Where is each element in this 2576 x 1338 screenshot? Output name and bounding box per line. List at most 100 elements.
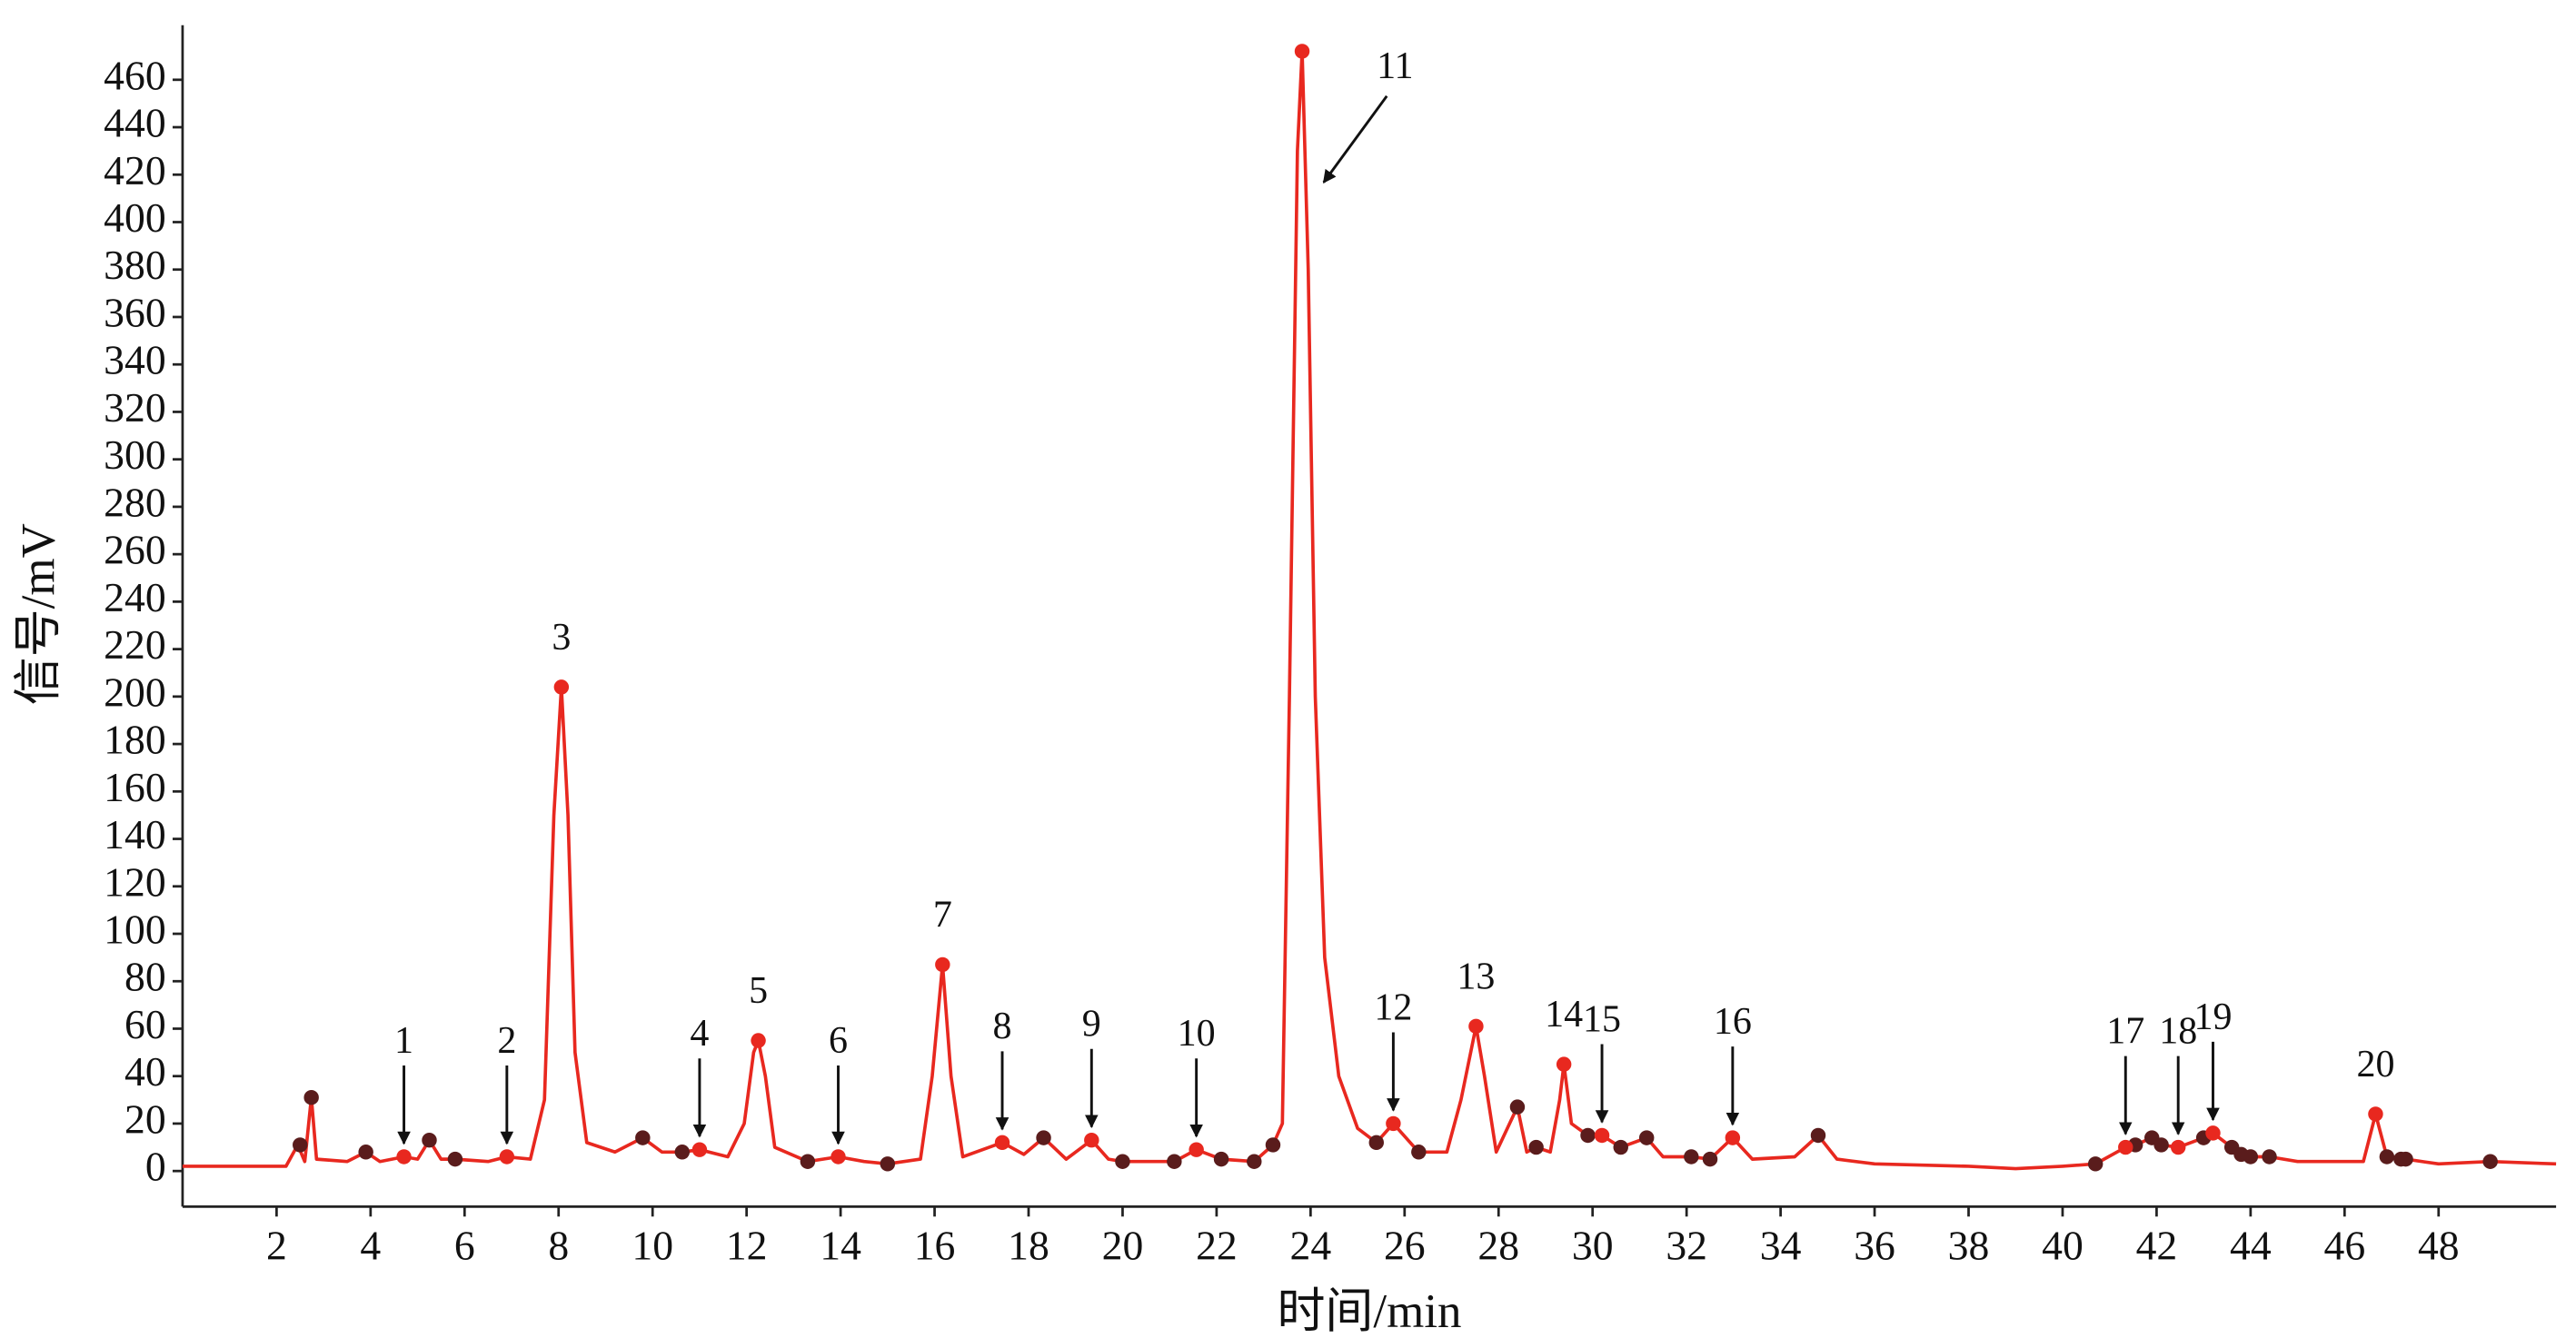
peak-label: 5 [749, 970, 768, 1012]
y-tick-label: 220 [104, 621, 165, 668]
peak-marker [1115, 1154, 1130, 1169]
peak-marker [422, 1132, 437, 1148]
y-tick-label: 340 [104, 337, 165, 383]
peak-marker [1167, 1154, 1182, 1169]
peak-label: 6 [829, 1020, 848, 1062]
peak-label: 17 [2106, 1010, 2144, 1052]
y-tick-label: 200 [104, 669, 165, 715]
peak-label: 2 [497, 1020, 516, 1062]
y-tick-label: 180 [104, 717, 165, 763]
annotated-peak-marker [396, 1149, 412, 1165]
peak-label: 13 [1457, 956, 1495, 997]
peak-marker [303, 1089, 319, 1105]
peak-label: 18 [2159, 1010, 2197, 1052]
annotated-peak-marker [1594, 1127, 1610, 1144]
annotated-peak-marker [1084, 1132, 1099, 1148]
y-tick-label: 360 [104, 289, 165, 335]
peak-marker [1580, 1127, 1596, 1144]
x-tick-label: 6 [454, 1222, 475, 1268]
annotated-peak-marker [499, 1149, 515, 1165]
y-tick-label: 120 [104, 858, 165, 905]
annotated-peak-marker [1468, 1018, 1484, 1035]
annotated-peak-marker [830, 1149, 846, 1165]
x-tick-label: 28 [1477, 1222, 1519, 1268]
peak-marker [1036, 1130, 1051, 1145]
peak-marker [1638, 1130, 1655, 1145]
y-axis-title: 信号/mV [13, 523, 65, 705]
peak-label: 8 [993, 1006, 1012, 1047]
peak-marker [447, 1151, 463, 1167]
peak-label: 4 [690, 1013, 709, 1055]
peak-marker [358, 1145, 373, 1160]
x-tick-label: 30 [1572, 1222, 1614, 1268]
x-tick-label: 46 [2323, 1222, 2365, 1268]
y-tick-label: 80 [124, 954, 166, 1000]
peak-marker [1684, 1149, 1699, 1165]
x-tick-label: 22 [1196, 1222, 1238, 1268]
annotated-peak-marker [1386, 1115, 1401, 1132]
peak-marker [2153, 1137, 2169, 1153]
annotated-peak-marker [1189, 1142, 1204, 1157]
arrow [1322, 94, 1388, 183]
x-tick-label: 10 [632, 1222, 673, 1268]
peak-label: 1 [394, 1020, 413, 1062]
y-tick-label: 400 [104, 194, 165, 241]
peak-marker [1613, 1139, 1628, 1155]
peak-marker [1265, 1137, 1281, 1153]
annotated-peak-marker [2118, 1139, 2133, 1155]
peak-label: 19 [2193, 996, 2232, 1038]
annotated-peak-marker [2170, 1139, 2186, 1155]
peak-marker [2262, 1149, 2277, 1165]
annotated-peak-marker [1294, 44, 1310, 59]
peak-marker [1247, 1154, 1262, 1169]
peak-marker [1810, 1127, 1826, 1144]
peak-marker [635, 1130, 651, 1145]
peak-marker [880, 1156, 896, 1172]
x-tick-label: 8 [548, 1222, 569, 1268]
y-tick-label: 300 [104, 431, 165, 478]
peak-label: 14 [1545, 994, 1583, 1036]
peak-label: 16 [1714, 1001, 1752, 1043]
x-tick-label: 20 [1102, 1222, 1144, 1268]
peak-marker [1528, 1139, 1544, 1155]
y-tick-label: 0 [145, 1144, 166, 1190]
peak-label: 9 [1082, 1004, 1101, 1046]
x-tick-label: 36 [1854, 1222, 1895, 1268]
peak-label: 20 [2356, 1044, 2394, 1085]
y-tick-label: 100 [104, 906, 165, 952]
x-tick-label: 24 [1290, 1222, 1332, 1268]
annotated-peak-marker [751, 1033, 766, 1048]
peak-label: 15 [1583, 998, 1621, 1040]
y-tick-label: 60 [124, 1001, 166, 1047]
annotated-peak-marker [2368, 1106, 2383, 1122]
x-tick-label: 42 [2136, 1222, 2178, 1268]
y-tick-label: 240 [104, 574, 165, 620]
x-tick-label: 48 [2418, 1222, 2460, 1268]
peak-marker [2398, 1151, 2413, 1167]
y-tick-label: 380 [104, 242, 165, 288]
peak-marker [2482, 1154, 2498, 1169]
y-tick-label: 420 [104, 147, 165, 193]
annotated-peak-marker [691, 1142, 708, 1157]
x-tick-label: 2 [266, 1222, 287, 1268]
y-tick-label: 160 [104, 764, 165, 810]
x-tick-label: 26 [1384, 1222, 1426, 1268]
peak-marker [2243, 1149, 2259, 1165]
y-tick-label: 440 [104, 100, 165, 146]
annotated-peak-marker [994, 1135, 1010, 1151]
y-tick-label: 320 [104, 384, 165, 431]
annotated-peak-marker [1556, 1056, 1572, 1072]
peak-marker [1368, 1135, 1384, 1151]
peak-marker [293, 1137, 308, 1153]
peak-marker [1702, 1151, 1718, 1167]
peak-marker [1411, 1145, 1427, 1160]
y-tick-label: 460 [104, 52, 165, 98]
x-tick-label: 4 [360, 1222, 381, 1268]
x-tick-label: 44 [2230, 1222, 2272, 1268]
x-tick-label: 34 [1760, 1222, 1802, 1268]
peak-marker [1509, 1099, 1526, 1115]
y-tick-label: 260 [104, 527, 165, 573]
peak-label: 3 [552, 617, 571, 659]
